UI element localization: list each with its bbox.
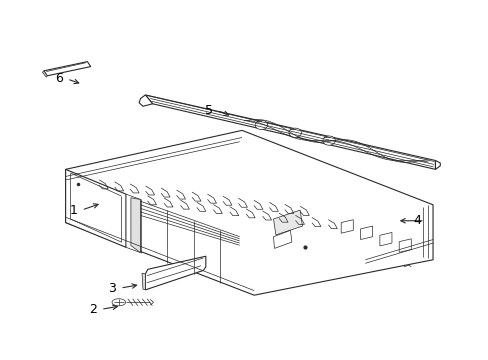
Text: 2: 2 <box>89 303 97 316</box>
Text: 3: 3 <box>108 282 116 294</box>
Polygon shape <box>435 161 439 169</box>
Circle shape <box>255 120 267 130</box>
Circle shape <box>288 128 301 138</box>
Polygon shape <box>126 194 140 253</box>
Polygon shape <box>142 273 145 290</box>
Polygon shape <box>44 62 91 76</box>
Circle shape <box>322 136 335 145</box>
Polygon shape <box>65 130 432 295</box>
Text: 5: 5 <box>204 104 213 117</box>
Ellipse shape <box>112 299 125 306</box>
Polygon shape <box>139 95 152 106</box>
Text: 4: 4 <box>412 214 420 227</box>
Polygon shape <box>42 71 47 77</box>
Polygon shape <box>131 198 140 253</box>
Polygon shape <box>65 169 126 247</box>
Text: 6: 6 <box>55 72 63 85</box>
Polygon shape <box>273 210 302 235</box>
Polygon shape <box>145 95 435 169</box>
Polygon shape <box>145 256 205 290</box>
Text: 1: 1 <box>70 204 78 217</box>
